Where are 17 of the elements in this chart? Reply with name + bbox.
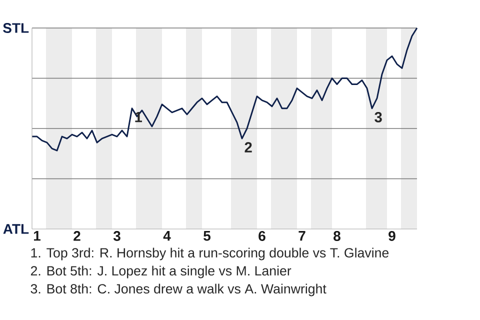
text: 1. Top 3rd: R. Hornsby hit a run-scoring double vs T. Glavine <box>31 248 389 260</box>
annotation: 1 <box>135 112 142 122</box>
x-tick-label: 5 <box>204 231 210 241</box>
x-tick-label: 4 <box>163 231 171 241</box>
annotation: 2 <box>244 142 252 152</box>
x-tick-label: 2 <box>74 231 80 241</box>
annotation: 3 <box>374 112 382 122</box>
x-tick-label: 9 <box>388 231 396 241</box>
x-tick-label: 8 <box>334 231 340 241</box>
x-tick-label: 7 <box>298 231 306 241</box>
x-tick-label: 1 <box>34 231 40 241</box>
text: 3. Bot 8th: C. Jones drew a walk vs A. Wainwright <box>30 284 326 296</box>
text: 2. Bot 5th: J. Lopez hit a single vs M. Lanier <box>30 266 292 278</box>
x-tick-label: 3 <box>113 231 120 241</box>
text: STL <box>3 23 29 33</box>
text: ATL <box>3 224 29 234</box>
x-tick-label: 6 <box>258 231 266 241</box>
